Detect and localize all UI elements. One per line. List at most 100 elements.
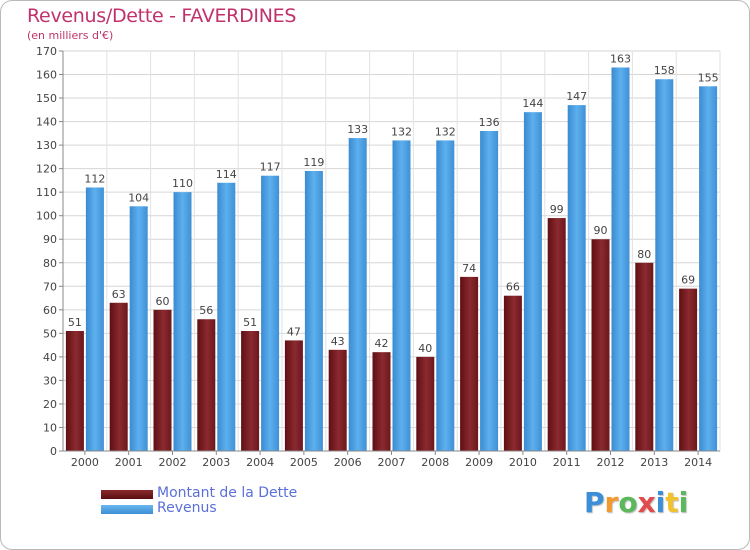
data-label-revenus: 114 [216,168,237,181]
y-tick-label: 80 [43,257,57,270]
x-tick-label: 2008 [421,456,449,469]
bar-dette [416,356,435,451]
legend-label-revenus: Revenus [157,500,217,516]
grid-layer [62,50,721,452]
legend-swatch-revenus [101,505,153,514]
data-label-revenus: 144 [522,97,543,110]
bar-revenus [261,175,280,452]
y-tick-label: 140 [36,116,57,129]
data-label-dette: 99 [550,203,564,216]
y-tick-label: 170 [36,45,57,58]
x-tick-label: 2011 [553,456,581,469]
bar-revenus [217,182,236,451]
bar-dette [65,331,84,451]
y-tick-label: 110 [36,186,57,199]
data-label-dette: 74 [462,262,476,275]
bar-dette [241,331,260,451]
y-tick-label: 150 [36,92,57,105]
plot-area [63,51,720,451]
x-tick-label: 2009 [465,456,493,469]
logo-letter: r [604,486,619,519]
proxiti-logo: Proxiti [584,486,688,519]
chart-subtitle: (en milliers d'€) [27,29,114,42]
data-label-dette: 90 [594,224,608,237]
bar-revenus [436,140,455,452]
data-label-dette: 56 [199,304,213,317]
x-tick-label: 2013 [640,456,668,469]
data-label-revenus: 104 [128,191,149,204]
y-tick-label: 50 [43,327,57,340]
data-label-revenus: 155 [698,71,719,84]
x-tick-label: 2002 [159,456,187,469]
bar-dette [284,340,303,451]
data-label-dette: 40 [418,342,432,355]
bar-revenus [173,192,192,452]
data-label-dette: 51 [68,316,82,329]
x-tick-label: 2012 [597,456,625,469]
bar-revenus [129,206,148,451]
data-label-dette: 51 [243,316,257,329]
data-label-revenus: 136 [479,116,500,129]
bar-dette [460,276,479,451]
bar-revenus [85,187,104,451]
data-label-revenus: 117 [260,161,281,174]
bar-dette [547,218,566,451]
label-layer: 51 112 63 104 60 110 56 114 51 117 47 119 43 133 42 132… [68,52,719,354]
x-tick-label: 2004 [246,456,274,469]
y-tick-label: 130 [36,139,57,152]
x-tick-label: 2000 [71,456,99,469]
data-label-dette: 60 [156,295,170,308]
bar-dette [197,319,216,451]
axis-layer: 0 10 20 30 40 50 60 70 80 90 100 110 120 130 140 150 160… [36,45,720,469]
data-label-dette: 63 [112,288,126,301]
bar-revenus [611,67,630,452]
y-tick-label: 160 [36,69,57,82]
logo-letter: i [678,486,689,519]
y-tick-label: 30 [43,374,57,387]
x-tick-label: 2010 [509,456,537,469]
data-label-revenus: 147 [566,90,587,103]
y-tick-label: 70 [43,280,57,293]
bar-dette [679,288,698,451]
bar-dette [591,239,610,451]
data-label-revenus: 132 [435,125,456,138]
bar-revenus [655,79,674,451]
data-label-dette: 80 [637,248,651,261]
logo-letter: P [584,486,605,519]
bar-dette [109,302,128,451]
data-label-revenus: 132 [391,125,412,138]
data-label-revenus: 133 [347,123,368,136]
logo-letter: x [637,486,656,519]
data-label-revenus: 163 [610,52,631,65]
bar-layer [65,67,718,452]
x-tick-label: 2014 [684,456,712,469]
data-label-dette: 43 [331,335,345,348]
data-label-revenus: 110 [172,177,193,190]
x-tick-label: 2007 [378,456,406,469]
legend-swatch-dette [101,490,153,499]
y-tick-label: 0 [50,445,57,458]
bar-revenus [699,86,718,451]
x-tick-label: 2006 [334,456,362,469]
x-tick-label: 2001 [115,456,143,469]
bar-dette [328,349,347,451]
x-tick-label: 2003 [202,456,230,469]
data-label-revenus: 112 [84,172,105,185]
bar-revenus [392,140,411,452]
data-label-dette: 69 [681,274,695,287]
data-label-dette: 42 [375,337,389,350]
y-tick-label: 40 [43,351,57,364]
y-tick-label: 60 [43,304,57,317]
bar-revenus [567,105,586,451]
bar-dette [503,295,522,451]
y-tick-label: 20 [43,398,57,411]
bar-revenus [480,131,499,451]
data-label-revenus: 119 [303,156,324,169]
bar-dette [372,352,391,451]
bar-revenus [523,112,542,452]
y-tick-label: 120 [36,163,57,176]
x-tick-label: 2005 [290,456,318,469]
data-label-dette: 66 [506,281,520,294]
